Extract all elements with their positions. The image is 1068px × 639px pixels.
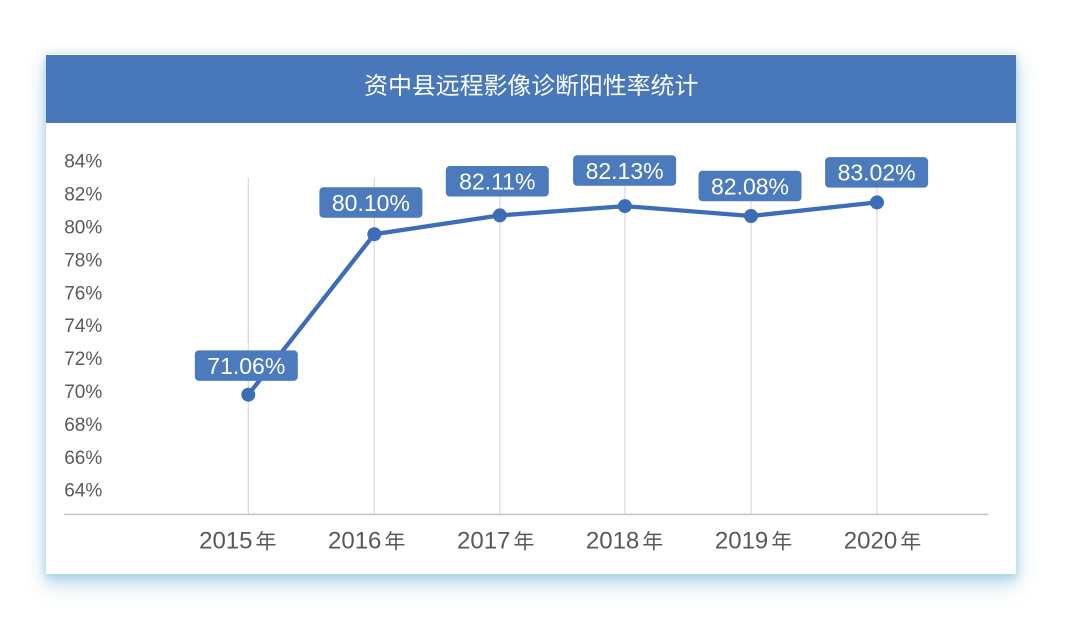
svg-text:2018: 2018 <box>586 528 639 555</box>
svg-text:82.11%: 82.11% <box>459 169 535 195</box>
svg-text:68%: 68% <box>64 415 102 436</box>
svg-text:80%: 80% <box>64 218 102 239</box>
svg-text:70%: 70% <box>64 382 102 403</box>
svg-text:2016: 2016 <box>328 528 381 555</box>
svg-text:2017: 2017 <box>457 528 510 555</box>
svg-text:82%: 82% <box>64 185 102 206</box>
svg-text:71.06%: 71.06% <box>207 353 285 379</box>
svg-text:72%: 72% <box>64 349 102 370</box>
svg-text:2020: 2020 <box>844 528 897 555</box>
svg-text:2015: 2015 <box>199 528 252 555</box>
svg-text:78%: 78% <box>64 250 102 271</box>
svg-text:64%: 64% <box>64 481 102 502</box>
svg-text:2019: 2019 <box>715 528 768 555</box>
svg-text:80.10%: 80.10% <box>332 190 410 216</box>
svg-text:83.02%: 83.02% <box>838 160 916 186</box>
svg-text:82.13%: 82.13% <box>586 158 664 184</box>
svg-text:84%: 84% <box>64 152 102 173</box>
svg-text:76%: 76% <box>64 283 102 304</box>
svg-text:74%: 74% <box>64 316 102 337</box>
svg-text:82.08%: 82.08% <box>711 173 789 199</box>
svg-text:66%: 66% <box>64 448 102 469</box>
